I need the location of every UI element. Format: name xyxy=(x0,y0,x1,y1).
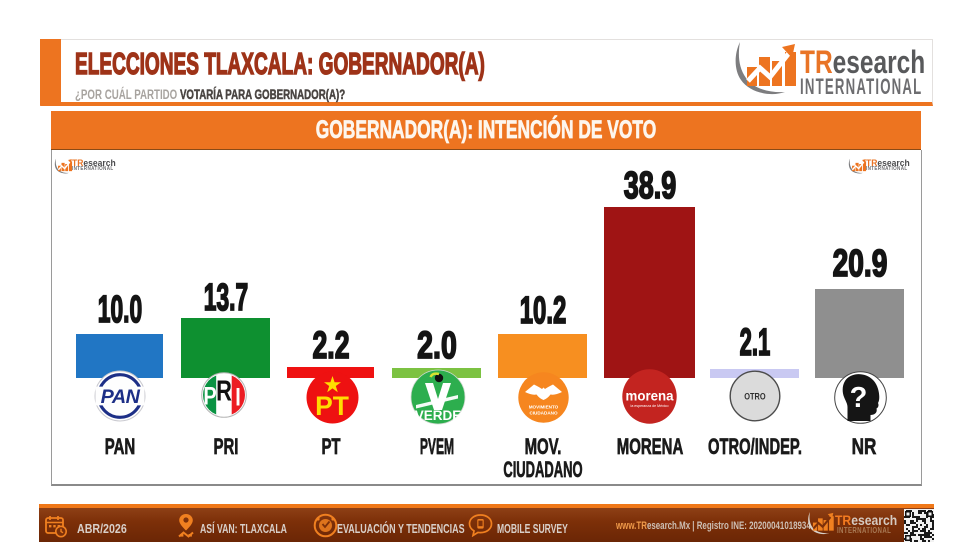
svg-text:?: ? xyxy=(850,382,868,414)
svg-text:R: R xyxy=(216,376,232,408)
svg-text:PT: PT xyxy=(315,391,349,421)
svg-text:VERDE: VERDE xyxy=(415,408,462,423)
svg-text:PAN: PAN xyxy=(101,385,141,407)
svg-text:MOVIMIENTO: MOVIMIENTO xyxy=(529,405,559,410)
svg-text:la esperanza de México: la esperanza de México xyxy=(631,404,669,408)
svg-text:CIUDADANO: CIUDADANO xyxy=(529,411,557,416)
svg-text:I: I xyxy=(235,382,241,411)
svg-text:OTRO: OTRO xyxy=(744,391,766,402)
svg-text:morena: morena xyxy=(626,388,674,403)
svg-text:P: P xyxy=(203,381,216,410)
